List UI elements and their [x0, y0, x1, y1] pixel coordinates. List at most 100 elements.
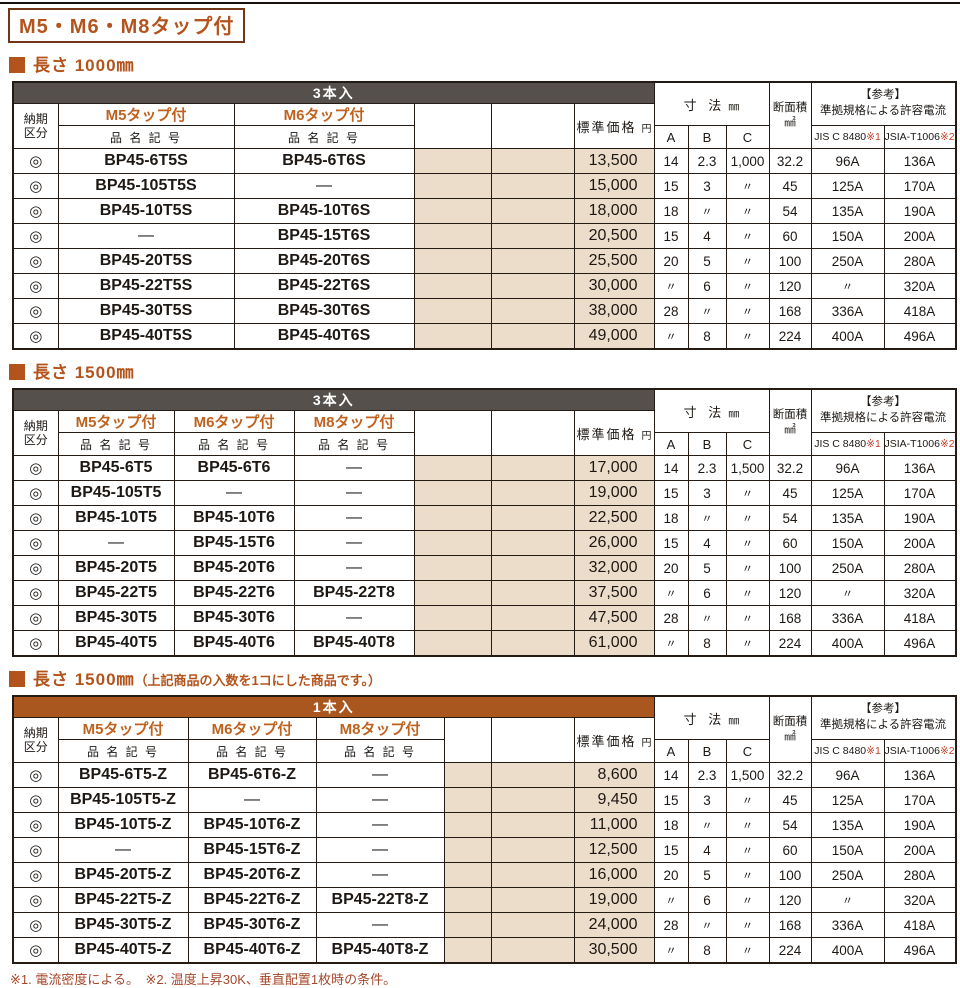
- delivery-cell: ◎: [12, 812, 59, 838]
- dim-b-cell: 2.3: [687, 148, 727, 174]
- dim-a-cell: 20: [653, 248, 689, 274]
- dim-b-cell: 3: [687, 480, 727, 506]
- dim-a-cell: 14: [653, 148, 689, 174]
- delivery-header: 納期 区分: [12, 717, 59, 763]
- blank-cell: [490, 937, 575, 964]
- blank-cell: [443, 937, 492, 964]
- blank-cell: [490, 505, 575, 531]
- delivery-cell: ◎: [12, 505, 59, 531]
- jis-current-cell: 150A: [810, 530, 885, 556]
- price-cell: 11,000: [573, 812, 655, 838]
- product-name-cell: BP45-20T5-Z: [57, 862, 189, 888]
- blank-cell: [490, 787, 575, 813]
- price-cell: 30,500: [573, 937, 655, 964]
- jsia-current-cell: 320A: [883, 580, 957, 606]
- area-cell: 45: [768, 173, 812, 199]
- footnote: ※1. 電流密度による。 ※2. 温度上昇30K、垂直配置1枚時の条件。: [10, 972, 397, 987]
- jis-current-cell: 336A: [810, 912, 885, 938]
- price-cell: 25,500: [573, 248, 655, 274]
- product-name-cell: —: [293, 530, 415, 556]
- dims-unit: ㎜: [725, 714, 740, 727]
- dim-c-cell: 1,500: [725, 762, 770, 788]
- product-name-cell: —: [315, 787, 445, 813]
- product-name-cell: BP45-22T6-Z: [187, 887, 317, 913]
- blank-header-cell: [490, 103, 575, 149]
- delivery-cell: ◎: [12, 323, 59, 350]
- table-row: ◎ BP45-20T5S BP45-20T6S 25,500 20 5 〃 100 250A 28…: [12, 248, 957, 274]
- price-cell: 19,000: [573, 480, 655, 506]
- delivery-cell: ◎: [12, 605, 59, 631]
- dim-c-cell: 〃: [725, 887, 770, 913]
- dim-b-cell: 3: [687, 173, 727, 199]
- blank-cell: [413, 555, 492, 581]
- jsia-current-cell: 136A: [883, 148, 957, 174]
- dim-c-cell: 〃: [725, 555, 770, 581]
- product-name-cell: BP45-15T6S: [233, 223, 415, 249]
- area-cell: 54: [768, 505, 812, 531]
- area-cell: 224: [768, 937, 812, 964]
- product-name-cell: BP45-22T5S: [57, 273, 235, 299]
- blank-cell: [490, 762, 575, 788]
- product-name-cell: BP45-10T6-Z: [187, 812, 317, 838]
- area-cell: 224: [768, 630, 812, 657]
- standard-note-mark: ※1: [866, 131, 881, 143]
- tap-size-header: M8タップ付: [315, 717, 445, 740]
- price-cell: 13,500: [573, 148, 655, 174]
- tap-size-header: M6タップ付: [187, 717, 317, 740]
- tap-size-header: M5タップ付: [57, 410, 175, 433]
- jsia-current-cell: 170A: [883, 787, 957, 813]
- product-code-subheader: 品 名 記 号: [233, 125, 415, 149]
- product-name-cell: BP45-40T5: [57, 630, 175, 657]
- delivery-cell: ◎: [12, 887, 59, 913]
- product-name-cell: BP45-6T5-Z: [57, 762, 189, 788]
- product-name-cell: BP45-40T5-Z: [57, 937, 189, 964]
- product-name-cell: BP45-6T6S: [233, 148, 415, 174]
- area-cell: 32.2: [768, 148, 812, 174]
- dim-c-cell: 〃: [725, 580, 770, 606]
- product-name-cell: BP45-22T5-Z: [57, 887, 189, 913]
- header-row-sub: 品 名 記 号品 名 記 号品 名 記 号 A B C JIS C 8480※1 JSIA…: [13, 432, 957, 456]
- product-name-cell: BP45-15T6: [173, 530, 295, 556]
- price-cell: 16,000: [573, 862, 655, 888]
- dim-b-cell: 5: [687, 862, 727, 888]
- product-name-cell: BP45-10T6: [173, 505, 295, 531]
- delivery-cell: ◎: [12, 787, 59, 813]
- blank-cell: [413, 605, 492, 631]
- price-cell: 20,500: [573, 223, 655, 249]
- product-name-cell: —: [57, 530, 175, 556]
- product-name-cell: BP45-22T6: [173, 580, 295, 606]
- price-cell: 24,000: [573, 912, 655, 938]
- jis-current-cell: 250A: [810, 862, 885, 888]
- dim-c-cell: 〃: [725, 837, 770, 863]
- table-row: ◎ BP45-40T5-Z BP45-40T6-Z BP45-40T8-Z 30,500…: [12, 937, 957, 964]
- product-name-cell: —: [315, 862, 445, 888]
- blank-cell: [490, 173, 575, 199]
- dim-col-header: A: [653, 739, 689, 763]
- blank-header-cell: [443, 717, 492, 763]
- tap-size-header: M5タップ付: [57, 717, 189, 740]
- blank-header-cell: [490, 717, 575, 763]
- price-cell: 12,500: [573, 837, 655, 863]
- table-row: ◎ BP45-40T5 BP45-40T6 BP45-40T8 61,000 〃 8 〃 224…: [12, 630, 957, 657]
- product-name-cell: —: [293, 555, 415, 581]
- area-cell: 168: [768, 298, 812, 324]
- dim-b-cell: 〃: [687, 605, 727, 631]
- standard-header: JIS C 8480※1: [810, 739, 885, 763]
- area-cell: 224: [768, 323, 812, 350]
- section-marker-icon: [9, 364, 25, 380]
- jis-current-cell: 〃: [810, 580, 885, 606]
- area-cell: 60: [768, 223, 812, 249]
- product-name-cell: —: [57, 837, 189, 863]
- dim-c-cell: 〃: [725, 248, 770, 274]
- dim-c-cell: 〃: [725, 323, 770, 350]
- jsia-current-cell: 136A: [883, 762, 957, 788]
- area-cell: 100: [768, 862, 812, 888]
- product-name-cell: —: [293, 480, 415, 506]
- jsia-current-cell: 190A: [883, 198, 957, 224]
- blank-cell: [490, 273, 575, 299]
- jis-current-cell: 150A: [810, 837, 885, 863]
- blank-cell: [443, 862, 492, 888]
